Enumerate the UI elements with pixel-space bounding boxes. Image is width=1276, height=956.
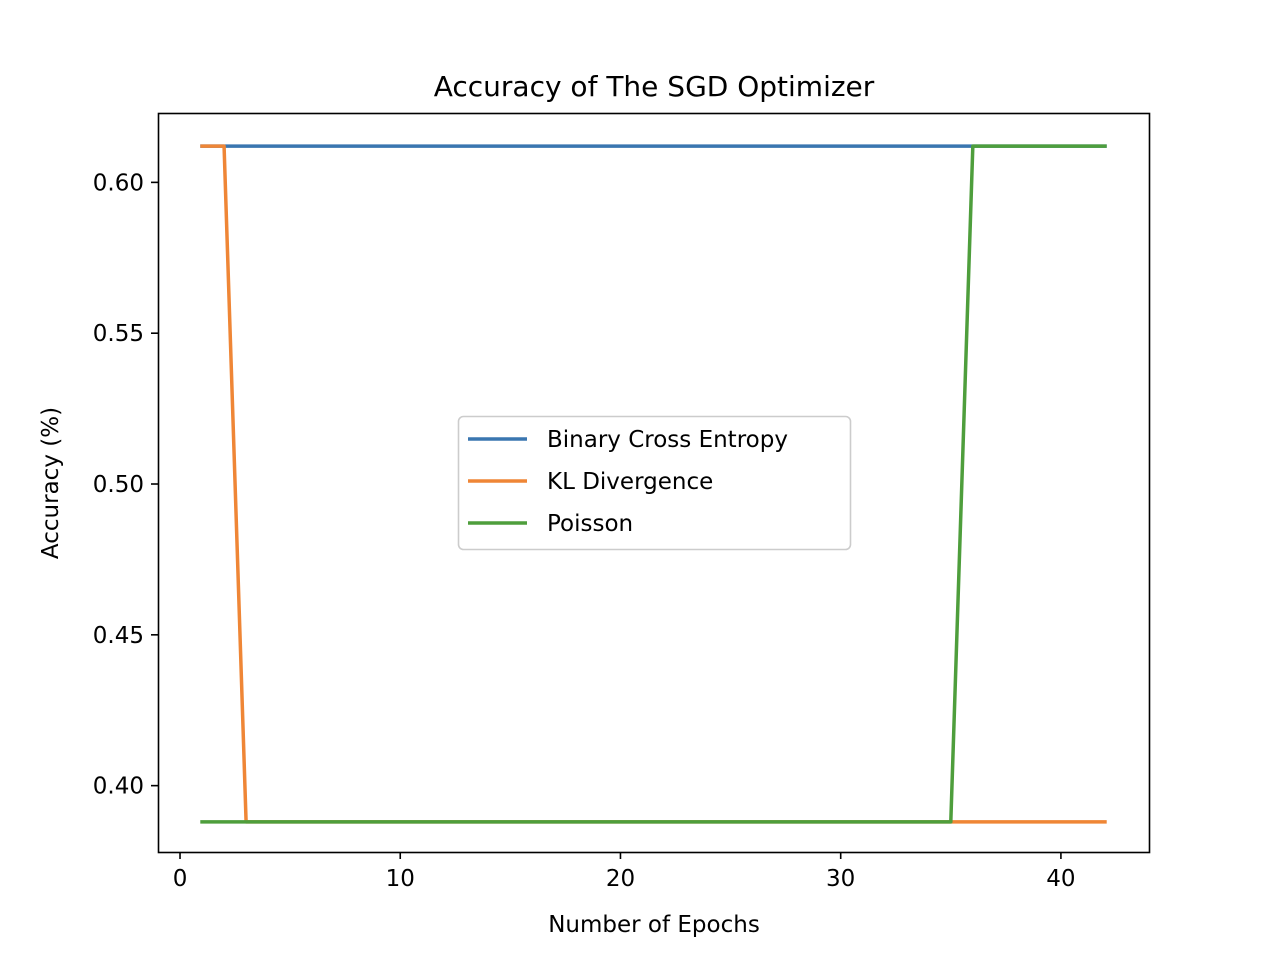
x-tick-label: 40 — [1046, 866, 1075, 892]
legend-label-2: Poisson — [547, 511, 633, 537]
chart-title: Accuracy of The SGD Optimizer — [434, 70, 875, 103]
plot-area-frame — [157, 112, 1151, 854]
x-axis-label: Number of Epochs — [548, 912, 760, 938]
legend: Binary Cross Entropy KL Divergence Poisson — [457, 415, 852, 551]
x-tick-label: 0 — [173, 866, 188, 892]
x-tick-label: 10 — [386, 866, 415, 892]
y-tick-label: 0.50 — [93, 472, 144, 498]
series-line-2 — [200, 144, 1107, 824]
series-layer — [200, 144, 1107, 824]
legend-label-1: KL Divergence — [547, 469, 713, 495]
legend-entries: Binary Cross Entropy KL Divergence Poisson — [468, 427, 788, 537]
x-axis: 0 10 20 30 40 — [173, 852, 1076, 892]
y-tick-label: 0.45 — [93, 623, 144, 649]
y-axis-label: Accuracy (%) — [38, 407, 64, 559]
x-tick-label: 20 — [606, 866, 635, 892]
legend-box — [457, 415, 852, 551]
y-tick-label: 0.40 — [93, 774, 144, 800]
y-axis: 0.40 0.45 0.50 0.55 0.60 — [93, 170, 158, 800]
x-tick-label: 30 — [826, 866, 855, 892]
legend-label-0: Binary Cross Entropy — [547, 427, 788, 453]
y-tick-label: 0.55 — [93, 321, 144, 347]
y-tick-label: 0.60 — [93, 170, 144, 196]
